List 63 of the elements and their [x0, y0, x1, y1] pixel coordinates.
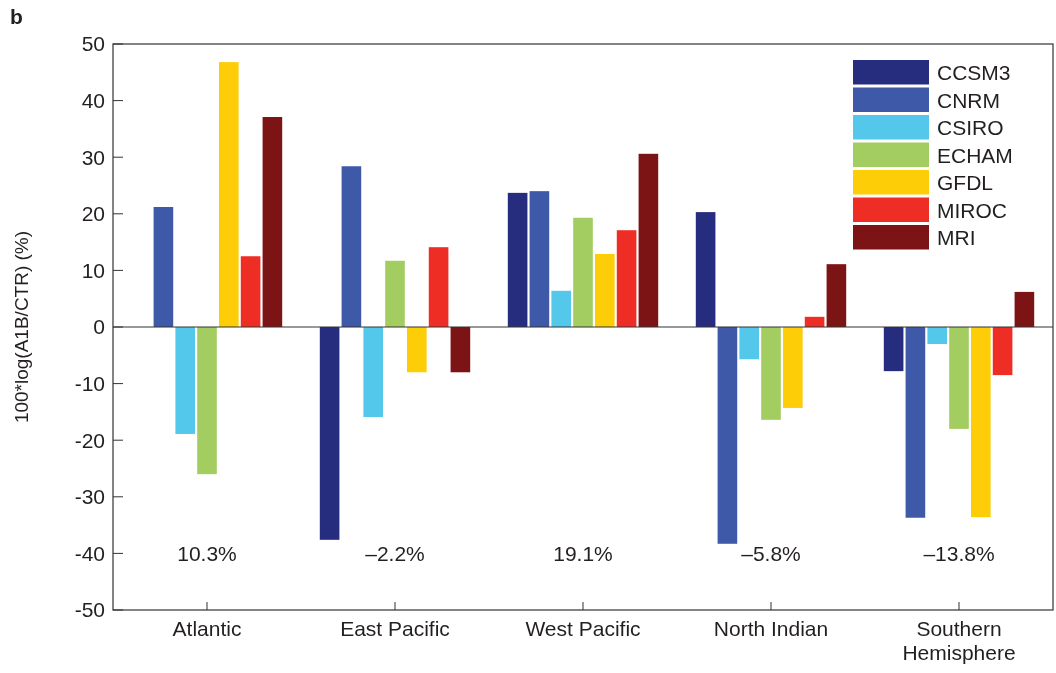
y-tick-label: -30 [74, 485, 105, 509]
annotation: 19.1% [553, 541, 613, 565]
bar [218, 62, 239, 327]
y-tick-label: 50 [81, 32, 105, 56]
legend-label: GFDL [937, 171, 994, 195]
bar [883, 327, 904, 372]
x-tick-label: West Pacific [525, 617, 641, 640]
bar [175, 327, 196, 434]
annotation: –5.8% [741, 541, 801, 565]
bar [826, 264, 847, 327]
bar [341, 166, 362, 327]
bar [1014, 291, 1035, 327]
y-tick-label: 0 [93, 315, 105, 339]
y-tick-label: -50 [74, 598, 105, 622]
bar [949, 327, 969, 429]
legend-label: CSIRO [937, 116, 1004, 140]
bar [594, 253, 615, 327]
annotation: 10.3% [177, 541, 237, 565]
bar [717, 327, 738, 544]
bar [761, 327, 781, 420]
y-tick-label: 40 [81, 88, 105, 112]
bar [927, 327, 948, 344]
bar [450, 327, 471, 373]
bar [385, 260, 405, 327]
bar [695, 212, 716, 327]
y-tick-label: -10 [74, 371, 105, 395]
bar [616, 230, 637, 327]
bar [507, 192, 528, 327]
bar [197, 327, 217, 475]
legend-label: MRI [937, 226, 976, 250]
legend-label: ECHAM [937, 143, 1013, 167]
bar [529, 191, 550, 327]
y-axis-title: 100*log(A1B/CTR) (%) [11, 230, 32, 424]
bar [970, 327, 991, 518]
y-tick-label: 30 [81, 145, 105, 169]
bar [992, 327, 1013, 376]
y-tick-label: 10 [81, 258, 105, 282]
y-tick-label: 20 [81, 202, 105, 226]
x-tick-label: East Pacific [340, 617, 450, 640]
bar [363, 327, 384, 417]
y-tick-label: -20 [74, 428, 105, 452]
x-tick-label: Southern Hemisphere [902, 617, 1016, 664]
bar [428, 247, 449, 327]
bar [406, 327, 427, 373]
bar [240, 256, 261, 327]
bar [551, 290, 572, 327]
y-tick-label: -40 [74, 541, 105, 565]
annotation: –2.2% [365, 541, 425, 565]
legend-label: CCSM3 [937, 61, 1011, 85]
text: b [10, 5, 23, 28]
annotation: –13.8% [923, 541, 995, 565]
bar [905, 327, 926, 518]
x-tick-label: North Indian [713, 617, 829, 640]
bar [319, 327, 340, 540]
bar [638, 153, 659, 327]
bar [573, 217, 593, 327]
bar [739, 327, 760, 360]
legend-label: CNRM [937, 88, 1000, 112]
bar [782, 327, 803, 408]
legend-label: MIROC [937, 198, 1007, 222]
bar [153, 207, 174, 327]
bar [262, 117, 283, 327]
x-tick-label: Atlantic [172, 617, 242, 640]
